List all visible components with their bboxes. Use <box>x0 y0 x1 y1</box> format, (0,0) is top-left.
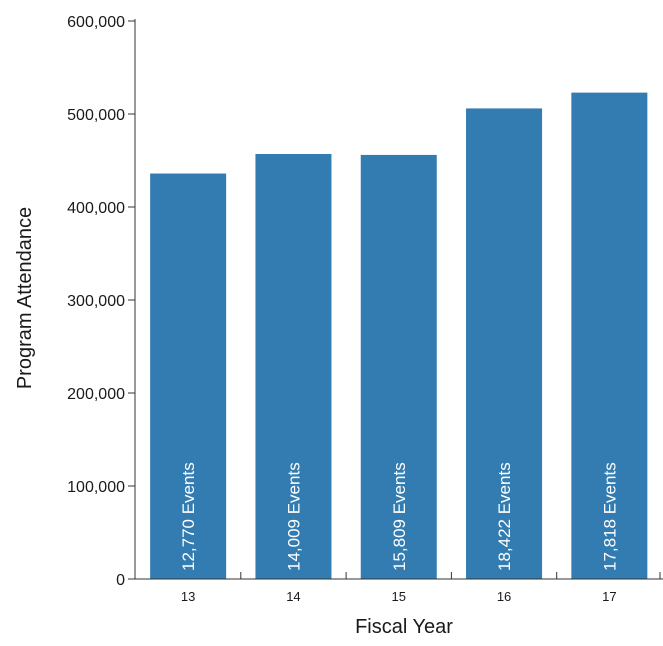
x-tick-label: 14 <box>286 589 300 604</box>
y-tick-label: 600,000 <box>67 14 125 31</box>
x-tick-label: 17 <box>602 589 616 604</box>
x-axis-title: Fiscal Year <box>355 616 453 638</box>
bar-data-label: 15,809 Events <box>390 462 409 571</box>
y-tick-label: 500,000 <box>67 107 125 124</box>
x-tick-label: 16 <box>497 589 511 604</box>
bar <box>360 154 437 580</box>
bar <box>255 153 332 580</box>
bar-data-label: 17,818 Events <box>600 462 619 571</box>
bar <box>571 92 648 580</box>
y-axis-title: Program Attendance <box>14 207 36 389</box>
y-tick-label: 0 <box>116 572 125 589</box>
bar-data-label: 14,009 Events <box>284 462 303 571</box>
y-tick-label: 300,000 <box>67 293 125 310</box>
bars-group: 12,770 Events 14,009 Events 15,809 Events 1… <box>150 92 648 580</box>
bar-data-label: 18,422 Events <box>495 462 514 571</box>
x-tick-label: 13 <box>181 589 195 604</box>
y-ticks-group: 0 100,000 200,000 300,000 400,000 500,000 600,… <box>67 14 135 589</box>
y-tick-label: 100,000 <box>67 479 125 496</box>
bar <box>466 108 543 580</box>
bar-data-label: 12,770 Events <box>179 462 198 571</box>
y-tick-label: 400,000 <box>67 200 125 217</box>
bar <box>150 173 227 579</box>
x-ticks-group: 13 14 15 16 17 <box>181 572 661 604</box>
x-tick-label: 15 <box>392 589 406 604</box>
y-tick-label: 200,000 <box>67 386 125 403</box>
